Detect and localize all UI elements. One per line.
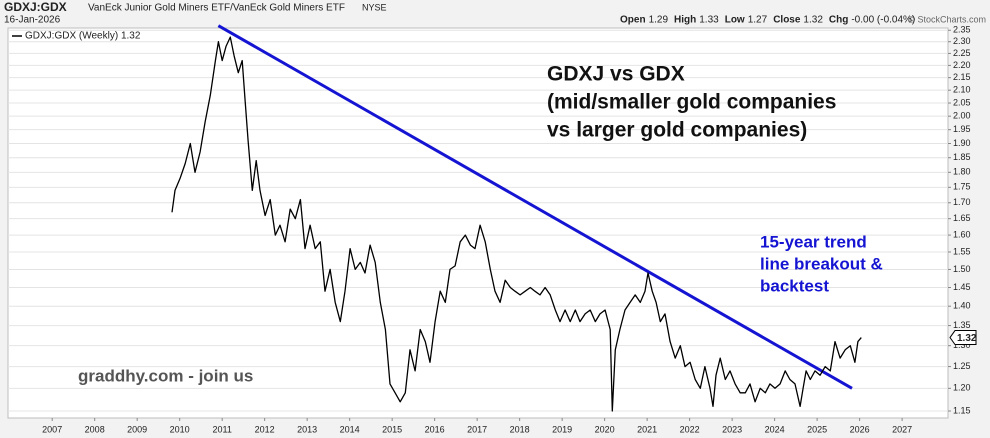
quote-value: 1.32	[803, 15, 823, 26]
y-tick-label: 1.80	[953, 167, 971, 177]
exchange: NYSE	[362, 2, 387, 12]
x-tick-label: 2013	[297, 424, 317, 434]
quote-label: Chg	[829, 15, 848, 26]
x-tick-label: 2020	[595, 424, 615, 434]
y-tick-label: 1.55	[953, 246, 971, 256]
y-tick-label: 1.45	[953, 282, 971, 292]
date: 16-Jan-2026	[4, 15, 61, 26]
quote-label: Close	[773, 15, 801, 26]
annotation: vs larger gold companies)	[547, 119, 807, 142]
y-tick-label: 1.65	[953, 213, 971, 223]
y-tick-label: 1.75	[953, 182, 971, 192]
quote-value: -0.00 (-0.04%)	[851, 15, 915, 26]
y-tick-label: 1.15	[953, 405, 971, 415]
y-tick-label: 1.35	[953, 320, 971, 330]
x-tick-label: 2025	[807, 424, 827, 434]
x-tick-label: 2021	[637, 424, 657, 434]
quote-value: 1.33	[699, 15, 719, 26]
x-tick-label: 2016	[425, 424, 445, 434]
x-tick-label: 2011	[212, 424, 231, 434]
annotation: GDXJ vs GDX	[547, 63, 685, 86]
breakout-note: 15-year trend	[760, 232, 867, 251]
y-tick-label: 1.95	[953, 124, 971, 134]
breakout-note: backtest	[760, 276, 829, 295]
annotation: (mid/smaller gold companies	[547, 91, 836, 114]
quote-label: Low	[725, 15, 745, 26]
last-value-label: 1.32	[957, 333, 977, 344]
y-tick-label: 2.30	[953, 36, 971, 46]
quote: Open 1.29 High 1.33 Low 1.27 Close 1.32 Chg -0.00…	[620, 15, 915, 26]
y-tick-label: 2.10	[953, 85, 971, 95]
x-tick-label: 2018	[510, 424, 530, 434]
y-tick-label: 2.25	[953, 48, 971, 58]
x-tick-label: 2009	[127, 424, 147, 434]
y-tick-label: 1.25	[953, 361, 971, 371]
y-tick-label: 1.30	[953, 340, 971, 350]
description: VanEck Junior Gold Miners ETF/VanEck Gol…	[88, 3, 345, 14]
breakout-note: line breakout &	[760, 254, 883, 273]
plot-area	[7, 27, 949, 419]
x-tick-label: 2007	[42, 424, 62, 434]
quote-label: Open	[620, 15, 646, 26]
y-tick-label: 1.85	[953, 152, 971, 162]
y-tick-label: 1.50	[953, 264, 971, 274]
price-line	[171, 36, 862, 412]
y-tick-label: 2.15	[953, 72, 971, 82]
x-tick-label: 2017	[467, 424, 487, 434]
x-tick-label: 2010	[170, 424, 190, 434]
y-tick-label: 2.00	[953, 111, 971, 121]
quote-label: High	[674, 15, 696, 26]
x-tick-label: 2022	[680, 424, 700, 434]
y-tick-label: 1.20	[953, 383, 971, 393]
legend-label: GDXJ:GDX (Weekly) 1.32	[25, 31, 141, 42]
x-tick-label: 2019	[552, 424, 572, 434]
x-tick-label: 2015	[382, 424, 402, 434]
y-tick-label: 2.05	[953, 97, 971, 107]
y-tick-label: 1.60	[953, 229, 971, 239]
quote-value: 1.27	[748, 15, 768, 26]
symbol: GDXJ:GDX	[4, 0, 67, 14]
y-tick-label: 2.35	[953, 25, 971, 35]
credit: © StockCharts.com	[908, 14, 986, 24]
x-tick-label: 2012	[255, 424, 275, 434]
y-tick-label: 1.40	[953, 301, 971, 311]
quote-value: 1.29	[649, 15, 669, 26]
y-tick-label: 2.20	[953, 60, 971, 70]
x-tick-label: 2024	[765, 424, 785, 434]
x-tick-label: 2014	[340, 424, 360, 434]
watermark: graddhy.com - join us	[78, 366, 253, 385]
trend-line	[217, 24, 853, 390]
x-tick-label: 2026	[850, 424, 870, 434]
x-tick-label: 2027	[892, 424, 912, 434]
last-value-tag	[949, 330, 977, 346]
x-tick-label: 2023	[722, 424, 742, 434]
y-tick-label: 1.70	[953, 197, 971, 207]
y-tick-label: 1.90	[953, 138, 971, 148]
x-tick-label: 2008	[85, 424, 105, 434]
